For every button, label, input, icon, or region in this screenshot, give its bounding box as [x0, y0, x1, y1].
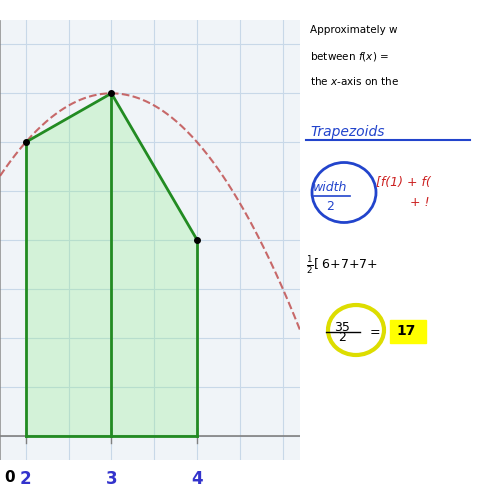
- Text: [f(1) + f(: [f(1) + f(: [376, 176, 431, 189]
- Polygon shape: [26, 94, 197, 435]
- Text: =: =: [370, 326, 384, 339]
- Text: 35: 35: [334, 321, 350, 334]
- Text: 0: 0: [4, 470, 15, 485]
- Text: 3: 3: [106, 470, 117, 488]
- Text: 2: 2: [326, 200, 334, 212]
- Text: between $f(x)$ =: between $f(x)$ =: [310, 50, 389, 63]
- Text: width: width: [313, 181, 347, 194]
- Text: 2: 2: [20, 470, 32, 488]
- Text: + !: + !: [410, 196, 430, 209]
- Text: Approximately w: Approximately w: [310, 25, 398, 35]
- Text: 4: 4: [192, 470, 203, 488]
- Text: 17: 17: [396, 324, 415, 338]
- Bar: [390, 320, 426, 342]
- Text: Trapezoids: Trapezoids: [310, 125, 384, 139]
- Text: $\frac{1}{2}$[ 6+7+7+: $\frac{1}{2}$[ 6+7+7+: [306, 254, 378, 276]
- Text: 2: 2: [338, 331, 346, 344]
- Text: the $x$-axis on the: the $x$-axis on the: [310, 75, 399, 87]
